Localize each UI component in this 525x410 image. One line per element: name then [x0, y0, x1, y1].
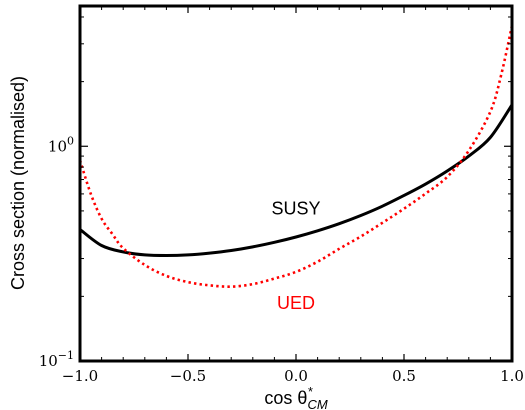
series-labels: SUSY UED: [271, 199, 320, 313]
series-label-susy: SUSY: [271, 199, 320, 219]
x-axis-title-sub: CM: [307, 397, 327, 410]
x-tick-label: −1.0: [62, 367, 98, 385]
series-line-susy: [79, 103, 514, 257]
series-line-ued: [78, 25, 514, 288]
x-axis-ticks: −1.0 −0.5 0.0 0.5 1.0: [62, 6, 524, 385]
x-tick-label: −0.5: [170, 367, 206, 385]
x-axis-title-sup: *: [307, 384, 313, 399]
x-tick-label: 1.0: [500, 367, 524, 385]
x-tick-label: 0.5: [392, 367, 416, 385]
x-axis-title-base: cos θ: [264, 388, 307, 408]
y-tick-label: 100: [48, 134, 74, 155]
series-label-ued: UED: [277, 293, 315, 313]
y-axis-ticks: 10−1 100: [39, 16, 512, 370]
y-tick-label: 10−1: [39, 349, 74, 370]
x-axis-title: cos θ* CM: [264, 384, 327, 410]
x-tick-label: 0.0: [284, 367, 308, 385]
y-axis-title: Cross section (normalised): [8, 76, 28, 290]
series-curves: [78, 25, 514, 288]
